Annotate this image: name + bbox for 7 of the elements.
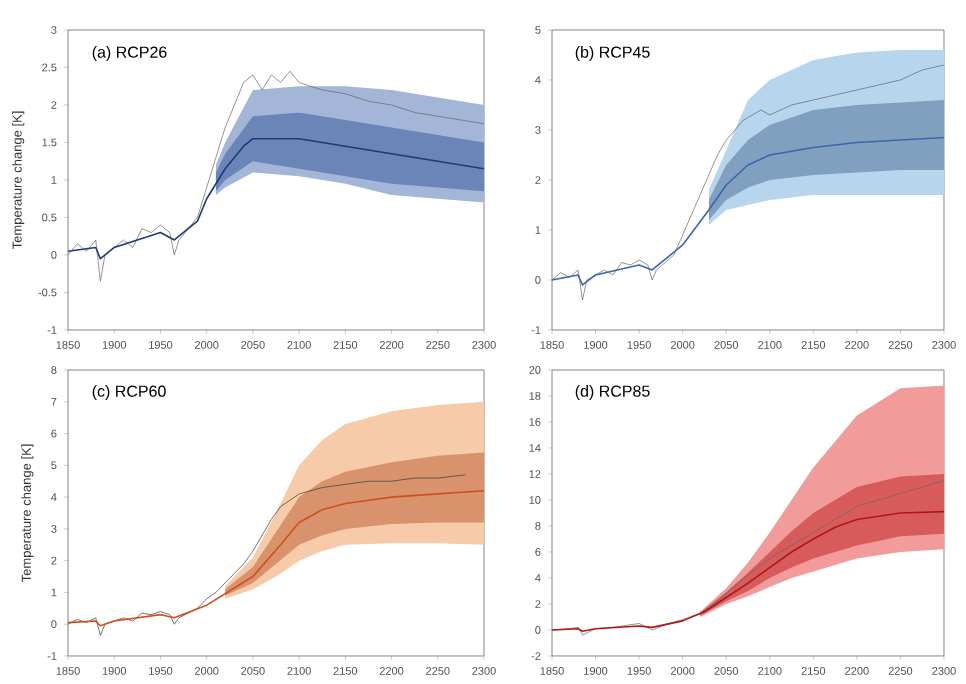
line-series xyxy=(68,489,484,627)
text: (b) RCP45 xyxy=(575,46,650,61)
line-series xyxy=(552,136,944,286)
text: (a) RCP26 xyxy=(92,46,167,61)
text: (d) RCP85 xyxy=(575,385,650,400)
line-series xyxy=(68,137,484,260)
text: (c) RCP60 xyxy=(92,385,166,401)
